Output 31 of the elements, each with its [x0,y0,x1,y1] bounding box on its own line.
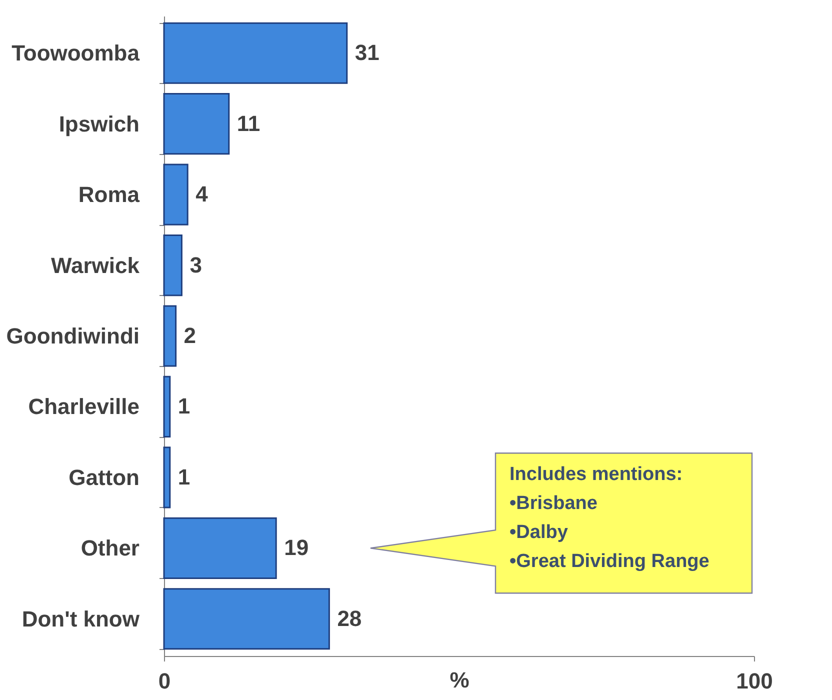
bar [163,305,177,367]
y-tick-label: Roma [78,182,140,208]
bar [163,517,277,579]
y-tick-label: Charleville [28,394,140,420]
x-axis-title: % [450,668,470,692]
data-label: 19 [284,535,309,560]
bar [163,588,330,650]
data-label: 1 [178,464,190,490]
bar [163,376,171,438]
y-tick-label: Toowoomba [12,40,140,66]
bar [163,93,230,155]
bar [163,446,171,508]
annotation: Includes mentions: •Brisbane •Dalby •Great Dividing Range [510,464,710,572]
bar [163,22,348,84]
y-tick-label: Warwick [51,252,140,278]
data-label: 31 [354,40,380,66]
data-label: 11 [236,110,260,136]
bar [163,164,188,226]
y-tick-label: Goondiwindi [6,324,140,348]
y-tick-label: Other [80,536,140,561]
data-label: 2 [184,323,196,348]
y-tick-label: Ipswich [58,111,140,136]
y-tick-label: Don't know [22,606,140,632]
data-label: 3 [190,252,202,278]
bar [163,234,182,296]
data-label: 1 [178,394,190,419]
x-tick-label: 0 [158,668,171,694]
data-label: 4 [196,182,209,207]
x-tick-label: 100 [736,668,773,694]
y-tick-label: Gatton [68,464,140,490]
data-label: 28 [337,606,362,631]
